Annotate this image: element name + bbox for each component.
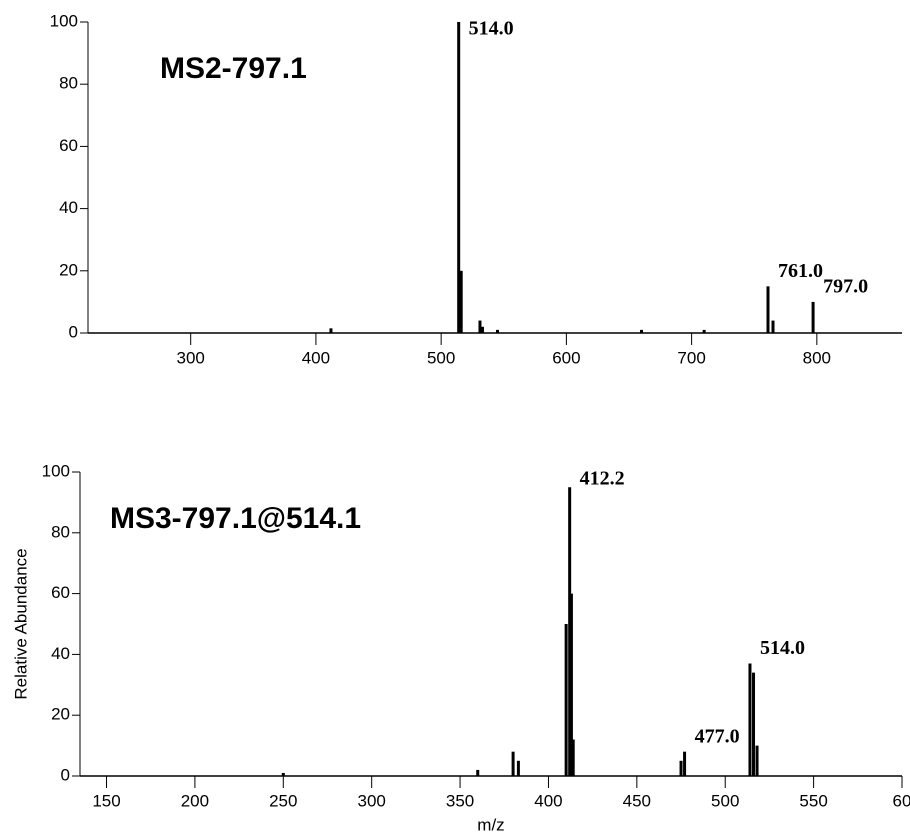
x-tick-label: 800: [803, 348, 831, 367]
peak-label: 797.0: [823, 275, 868, 297]
y-tick-label: 100: [42, 461, 70, 480]
y-axis-label: Relative Abundance: [11, 548, 30, 699]
x-tick-label: 500: [711, 791, 739, 810]
x-tick-label: 300: [177, 348, 205, 367]
x-tick-label: 60: [893, 791, 910, 810]
x-tick-label: 350: [446, 791, 474, 810]
chart-title: MS3-797.1@514.1: [110, 502, 361, 535]
x-tick-label: 700: [677, 348, 705, 367]
y-tick-label: 100: [50, 11, 78, 30]
x-tick-label: 150: [92, 791, 120, 810]
x-tick-label: 200: [181, 791, 209, 810]
y-tick-label: 0: [61, 765, 70, 784]
x-tick-label: 550: [799, 791, 827, 810]
y-tick-label: 20: [59, 260, 78, 279]
peak-label: 477.0: [695, 725, 740, 747]
y-tick-label: 0: [69, 322, 78, 341]
x-tick-label: 250: [269, 791, 297, 810]
y-tick-label: 60: [51, 583, 70, 602]
peak-label: 412.2: [580, 468, 625, 490]
x-tick-label: 300: [357, 791, 385, 810]
y-tick-label: 40: [51, 644, 70, 663]
chart-title: MS2-797.1: [160, 52, 307, 85]
y-tick-label: 80: [59, 74, 78, 93]
x-tick-label: 500: [427, 348, 455, 367]
x-tick-label: 400: [534, 791, 562, 810]
peak-label: 514.0: [469, 18, 514, 40]
x-axis-label: m/z: [477, 815, 504, 834]
x-tick-label: 600: [552, 348, 580, 367]
x-tick-label: 400: [302, 348, 330, 367]
y-tick-label: 80: [51, 522, 70, 541]
peak-label: 761.0: [778, 260, 823, 282]
peak-label: 514.0: [760, 637, 805, 659]
x-tick-label: 450: [623, 791, 651, 810]
y-tick-label: 60: [59, 136, 78, 155]
y-tick-label: 40: [59, 198, 78, 217]
y-tick-label: 20: [51, 705, 70, 724]
